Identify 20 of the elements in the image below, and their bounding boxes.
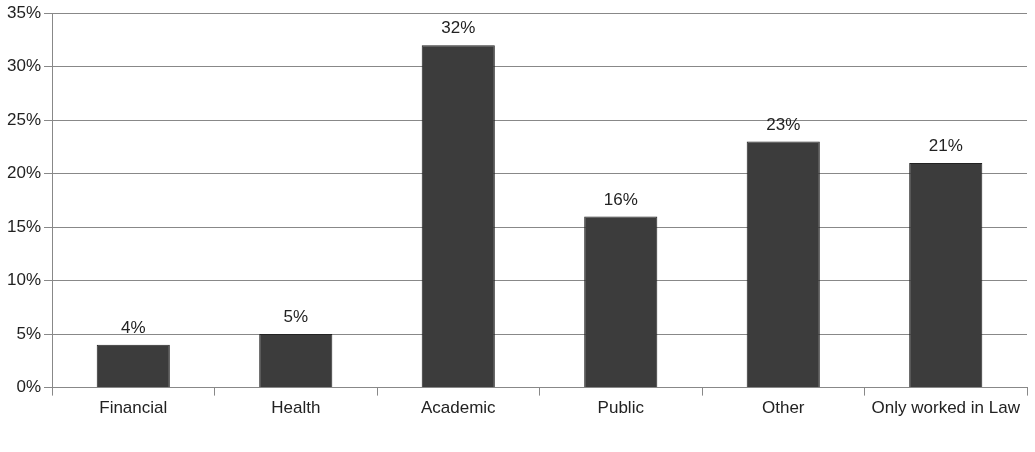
y-tick-label: 15% bbox=[6, 216, 42, 236]
data-label: 32% bbox=[441, 18, 476, 38]
data-label: 21% bbox=[928, 136, 963, 156]
x-tick-label: Other bbox=[761, 398, 805, 418]
y-tick-label: 25% bbox=[6, 109, 42, 129]
data-label: 5% bbox=[283, 307, 309, 327]
y-tick-label: 35% bbox=[6, 2, 42, 22]
y-tick-label: 10% bbox=[6, 270, 42, 290]
y-tick-label: 20% bbox=[6, 163, 42, 183]
data-label: 4% bbox=[120, 318, 146, 337]
x-tick-label: Public bbox=[597, 398, 645, 418]
x-tick-label: Health bbox=[271, 398, 321, 418]
x-tick-label: Only worked in Law bbox=[871, 398, 1021, 418]
data-label: 23% bbox=[766, 114, 801, 134]
data-label: 16% bbox=[603, 189, 638, 209]
y-tick-label: 0% bbox=[16, 377, 42, 397]
y-tick-label: 30% bbox=[6, 56, 42, 76]
y-tick-label: 5% bbox=[16, 323, 42, 343]
x-tick-label: Financial bbox=[99, 398, 168, 418]
x-tick-label: Academic bbox=[420, 398, 497, 418]
